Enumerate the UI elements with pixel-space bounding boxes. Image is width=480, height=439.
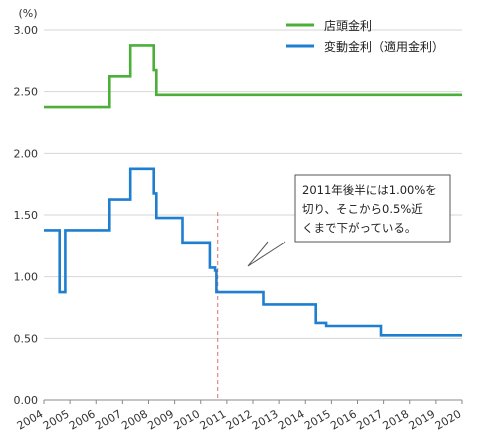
series-line-storefront-rate <box>44 44 462 109</box>
y-tick-label: 0.50 <box>14 332 39 345</box>
x-tick-label: 2015 <box>302 407 333 432</box>
series-lines <box>44 44 462 337</box>
x-tick-label: 2007 <box>93 407 124 432</box>
x-tick-label: 2006 <box>67 407 98 432</box>
legend-label-variable-rate: 変動金利（適用金利） <box>324 39 444 54</box>
x-tick-label: 2016 <box>328 407 359 432</box>
x-axis-ticks: 2004200520062007200820092010201120122013… <box>15 407 464 432</box>
y-tick-label: 0.00 <box>14 394 39 407</box>
x-tick-label: 2020 <box>433 407 464 432</box>
annotation-box <box>294 174 451 243</box>
legend-label-storefront-rate: 店頭金利 <box>324 18 372 33</box>
y-axis-ticks: 0.00 0.50 1.00 1.50 2.00 2.50 3.00 <box>14 24 39 407</box>
series-line-variable-rate <box>44 167 462 337</box>
x-tick-label: 2013 <box>250 407 281 432</box>
legend: 店頭金利 変動金利（適用金利） <box>286 18 444 54</box>
y-tick-label: 2.50 <box>14 86 39 99</box>
annotation-line-1: 2011年後半には1.00%を <box>302 183 437 197</box>
x-tick-label: 2009 <box>145 407 176 432</box>
annotation-line-2: 切り、そこから0.5%近 <box>302 202 423 216</box>
x-tick-label: 2004 <box>15 407 46 432</box>
x-tick-label: 2012 <box>224 407 255 432</box>
annotation-callout: 2011年後半には1.00%を 切り、そこから0.5%近 くまで下がっている。 <box>247 174 451 267</box>
x-tick-label: 2017 <box>354 407 385 432</box>
y-tick-label: 2.00 <box>14 147 39 160</box>
x-tick-label: 2011 <box>198 407 229 432</box>
x-tick-label: 2010 <box>172 407 203 432</box>
annotation-line-3: くまで下がっている。 <box>302 221 416 235</box>
x-tick-label: 2019 <box>407 407 438 432</box>
y-tick-label: 1.00 <box>14 271 39 284</box>
y-unit-label: (%) <box>18 7 37 20</box>
y-tick-label: 3.00 <box>14 24 39 37</box>
x-tick-label: 2008 <box>119 407 150 432</box>
annotation-pointer <box>247 241 286 267</box>
x-tick-label: 2005 <box>41 407 72 432</box>
x-tick-label: 2018 <box>381 407 412 432</box>
x-tick-label: 2014 <box>276 407 307 432</box>
y-tick-label: 1.50 <box>14 209 39 222</box>
grid-lines <box>43 29 463 404</box>
